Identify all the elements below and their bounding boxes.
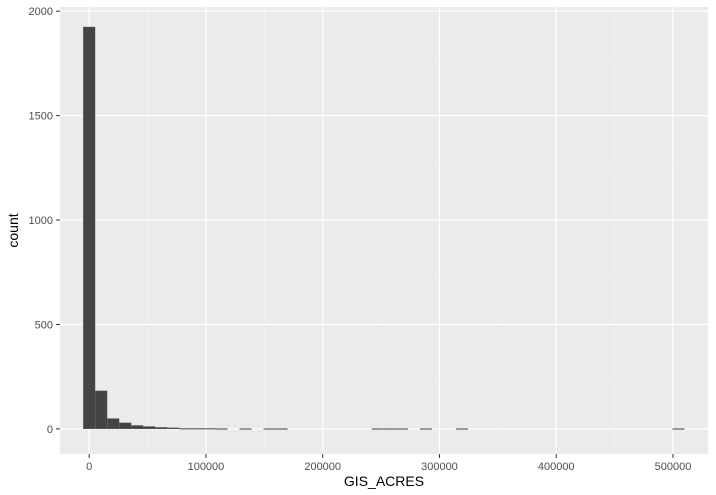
- histogram-bar: [179, 428, 192, 430]
- histogram-bar: [143, 426, 156, 429]
- x-axis-title: GIS_ACRES: [344, 473, 424, 489]
- histogram-bar: [119, 422, 132, 429]
- histogram-bar: [275, 428, 288, 430]
- histogram-bar: [455, 428, 469, 430]
- x-tick-label: 300000: [421, 461, 458, 473]
- x-tick-label: 200000: [304, 461, 341, 473]
- y-tick-label: 1000: [29, 215, 53, 227]
- major-gridlines: [60, 7, 708, 454]
- x-tick-label: 100000: [188, 461, 225, 473]
- histogram-bar: [191, 428, 204, 430]
- y-axis-title: count: [5, 213, 21, 247]
- histogram-bar: [672, 428, 685, 430]
- histogram-bar: [167, 427, 180, 429]
- x-tick-label: 500000: [655, 461, 692, 473]
- histogram-bar: [215, 428, 228, 430]
- histogram-bar: [95, 390, 108, 429]
- histogram-bar: [155, 427, 168, 429]
- y-axis: 0 500 1000 1500 2000: [29, 6, 60, 436]
- x-tick-label: 0: [86, 461, 92, 473]
- y-tick-label: 1500: [29, 111, 53, 123]
- y-tick-label: 2000: [29, 6, 53, 18]
- plot-panel: [60, 7, 708, 454]
- y-tick-label: 500: [35, 319, 53, 331]
- y-tick-label: 0: [47, 424, 53, 436]
- histogram-bar: [203, 428, 216, 430]
- histogram-bars: [83, 26, 685, 430]
- histogram-bar: [395, 428, 408, 430]
- minor-gridlines: [60, 7, 708, 454]
- histogram-bar: [383, 428, 396, 430]
- histogram-bar: [371, 428, 384, 430]
- histogram-bar: [239, 428, 252, 430]
- x-tick-label: 400000: [538, 461, 575, 473]
- histogram-bar: [419, 428, 432, 430]
- histogram-bar: [131, 425, 144, 429]
- histogram-bar: [263, 428, 276, 430]
- histogram-bar: [107, 418, 120, 429]
- histogram-bar: [83, 26, 96, 429]
- x-axis: 0 100000 200000 300000 400000 500000: [86, 454, 691, 473]
